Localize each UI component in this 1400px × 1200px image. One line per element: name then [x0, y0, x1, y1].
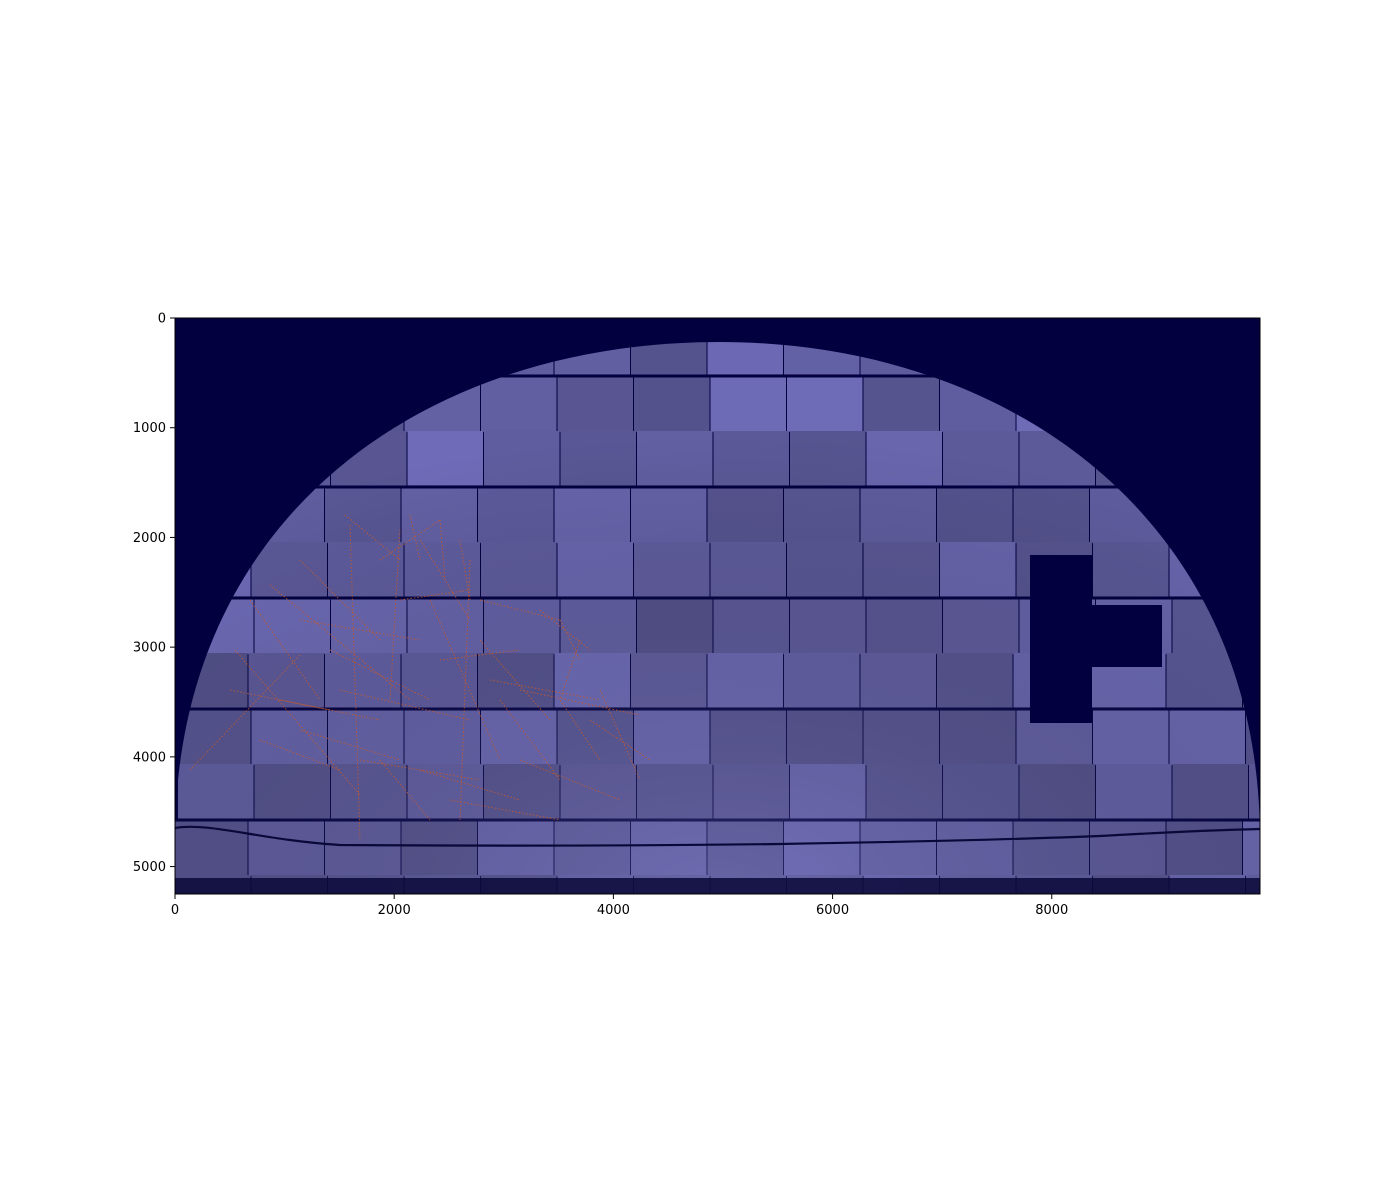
trace-segment [559, 699, 601, 761]
trace-segment [519, 689, 641, 716]
x-tick-label: 2000 [378, 903, 411, 918]
image-plot-area [175, 318, 1260, 894]
trace-segment [429, 599, 501, 761]
y-tick-label: 3000 [133, 641, 166, 656]
x-tick-label: 6000 [816, 903, 849, 918]
y-axis: 0 1000 2000 3000 4000 5000 [133, 312, 175, 875]
trace-segment [279, 699, 381, 721]
trace-segment [389, 529, 401, 701]
dark-gap-region [1030, 555, 1092, 723]
x-tick-label: 8000 [1035, 903, 1068, 918]
trace-segment [449, 799, 561, 821]
trace-segment [234, 649, 361, 796]
y-tick-label: 4000 [133, 750, 166, 765]
trace-segment [299, 619, 421, 641]
trace-segment [439, 519, 446, 581]
trace-segment [499, 699, 561, 781]
x-tick-label: 4000 [597, 903, 630, 918]
trace-segment [339, 689, 471, 721]
trace-segment [599, 689, 641, 781]
trace-segment [344, 514, 401, 561]
trace-segment [519, 759, 621, 801]
trace-segment [269, 584, 411, 701]
trace-segment [489, 679, 601, 701]
trace-segment [589, 719, 651, 761]
trace-segment [559, 639, 581, 701]
trace-segment [329, 649, 431, 701]
trace-segment [559, 619, 581, 661]
trace-segment [439, 649, 521, 661]
y-tick-label: 0 [158, 312, 166, 327]
trace-segment [409, 514, 421, 561]
trace-segment [479, 639, 551, 721]
trace-segment [249, 599, 321, 701]
trace-segment [379, 759, 431, 821]
x-axis: 0 2000 4000 6000 8000 [171, 894, 1068, 918]
trace-segment [399, 589, 471, 601]
red-trace-overlay [189, 514, 651, 841]
axes-frame [174, 317, 1261, 895]
y-tick-label: 5000 [133, 860, 166, 875]
y-tick-label: 1000 [133, 421, 166, 436]
x-tick-label: 0 [171, 903, 179, 918]
trace-segment [379, 519, 441, 561]
trace-segment [349, 524, 361, 841]
dark-gap-region-notch [1090, 605, 1162, 667]
y-tick-label: 2000 [133, 531, 166, 546]
bottom-dark-band [175, 878, 1260, 894]
trace-segment [259, 739, 341, 771]
trace-segment [299, 559, 381, 641]
trace-segment [459, 559, 471, 821]
dark-contour-line [175, 825, 1260, 847]
trace-segment [229, 689, 331, 711]
